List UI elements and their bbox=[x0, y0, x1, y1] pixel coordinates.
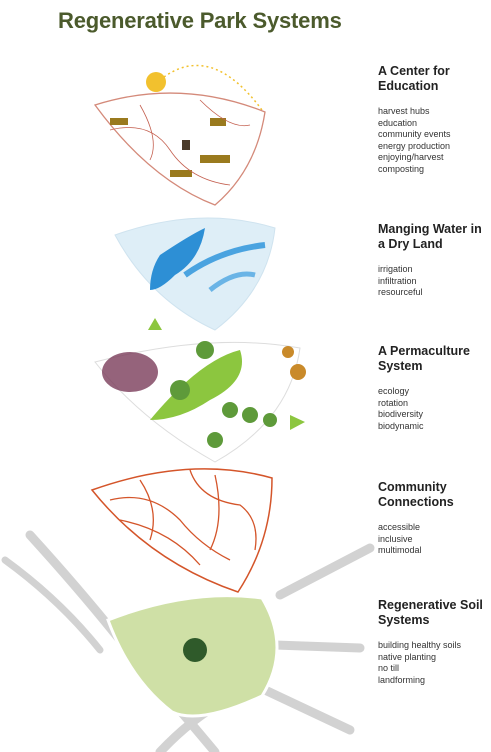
orchard bbox=[102, 352, 158, 392]
layer-item: building healthy soils bbox=[378, 640, 490, 652]
layer-item: accessible bbox=[378, 522, 490, 534]
education-layer bbox=[95, 93, 265, 205]
page: {"header": {"title": "Regenerative Park … bbox=[0, 0, 491, 752]
layer-item: ecology bbox=[378, 386, 490, 398]
layer-heading: Regenerative Soil Systems bbox=[378, 598, 490, 628]
sun bbox=[146, 72, 166, 92]
layer-item: irrigation bbox=[378, 264, 490, 276]
layer-heading: A Permaculture System bbox=[378, 344, 490, 374]
layer-item: inclusive bbox=[378, 534, 490, 546]
layer-item: energy production bbox=[378, 141, 490, 153]
layer-heading: Manging Water in a Dry Land bbox=[378, 222, 490, 252]
layer-item: infiltration bbox=[378, 276, 490, 288]
layer-item: resourceful bbox=[378, 287, 490, 299]
layer-heading: Community Connections bbox=[378, 480, 490, 510]
arrow bbox=[290, 415, 305, 430]
layer-item: harvest hubs bbox=[378, 106, 490, 118]
layer-item: landforming bbox=[378, 675, 490, 687]
arrow bbox=[148, 318, 162, 330]
layer-item: enjoying/harvest bbox=[378, 152, 490, 164]
layer-item: no till bbox=[378, 663, 490, 675]
bee bbox=[290, 364, 306, 380]
layer-block: Regenerative Soil Systems building health… bbox=[378, 598, 490, 686]
layer-item: biodiversity bbox=[378, 409, 490, 421]
layer-item: native planting bbox=[378, 652, 490, 664]
bee bbox=[282, 346, 294, 358]
title: Regenerative Park Systems bbox=[58, 8, 342, 34]
layer-item: rotation bbox=[378, 398, 490, 410]
soil-icon bbox=[183, 638, 207, 662]
layer-item: community events bbox=[378, 129, 490, 141]
layer-item: multimodal bbox=[378, 545, 490, 557]
layer-item: education bbox=[378, 118, 490, 130]
layer-item: biodynamic bbox=[378, 421, 490, 433]
connections-layer bbox=[92, 469, 272, 592]
layer-heading: A Center for Education bbox=[378, 64, 490, 94]
layer-item: composting bbox=[378, 164, 490, 176]
